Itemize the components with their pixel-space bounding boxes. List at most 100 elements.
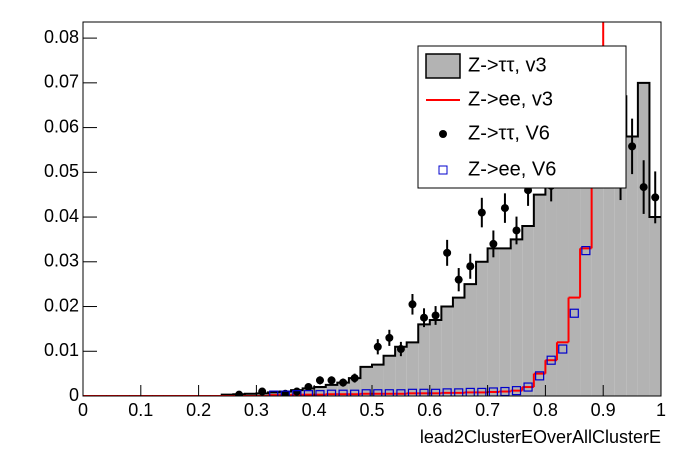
x-tick-label: 0.8 [533, 400, 558, 420]
data-point [477, 208, 486, 217]
histogram-bar [580, 149, 592, 396]
data-point [511, 386, 522, 396]
histogram-bar [591, 114, 604, 396]
x-tick-label: 0.2 [186, 400, 211, 420]
y-tick-label: 0 [69, 385, 79, 405]
histogram-bar [244, 393, 257, 396]
histogram-bar [614, 96, 627, 396]
data-point [373, 342, 382, 351]
legend-label: Z->ττ, v3 [468, 54, 547, 76]
data-point [477, 387, 487, 396]
histogram-bar [603, 100, 615, 396]
data-point [384, 389, 394, 396]
legend-label: Z->ee, v3 [468, 88, 553, 110]
data-point [569, 308, 579, 318]
y-tick-label: 0.03 [44, 251, 79, 271]
data-point [339, 378, 348, 387]
legend-swatch [438, 165, 448, 175]
histogram-bar [429, 319, 442, 396]
data-point [303, 390, 314, 396]
data-point [373, 389, 383, 396]
data-point [407, 388, 418, 396]
histogram-bar [360, 366, 372, 396]
x-tick-label: 0 [78, 400, 88, 420]
histogram-bar [441, 306, 453, 396]
data-point [489, 239, 498, 248]
data-point [466, 262, 475, 271]
data-point [327, 376, 336, 385]
data-point [338, 389, 348, 396]
histogram-bar [545, 172, 557, 396]
data-point [420, 313, 429, 322]
histogram-bar [452, 297, 465, 396]
data-point [454, 388, 464, 396]
histogram-bar [649, 217, 661, 396]
histogram-bar [637, 82, 650, 396]
data-point [523, 382, 533, 392]
data-point [535, 371, 545, 381]
data-point [304, 383, 313, 392]
legend-label: Z->ee, V6 [468, 158, 556, 180]
data-point [280, 390, 290, 396]
data-point [454, 275, 463, 284]
legend-label: Z->ττ, V6 [468, 122, 550, 144]
histogram-bar [487, 248, 500, 396]
data-point [628, 142, 637, 151]
data-point [500, 204, 509, 213]
y-tick-label: 0.07 [44, 72, 79, 92]
data-point [443, 248, 452, 257]
histogram-bar [383, 355, 396, 396]
y-tick-label: 0.08 [44, 27, 79, 47]
data-point [651, 193, 660, 202]
y-tick-label: 0.06 [44, 116, 79, 136]
data-point [385, 333, 394, 342]
x-tick-label: 0.1 [128, 400, 153, 420]
data-point [465, 387, 475, 396]
legend-swatch [425, 53, 461, 79]
histogram-bar [464, 284, 477, 396]
histogram-bar [314, 387, 326, 396]
legend: Z->ττ, v3 Z->ee, v3 Z->ττ, V6 Z->ee, V6 [417, 45, 627, 189]
data-point [396, 345, 405, 354]
x-tick-label: 0.3 [244, 400, 269, 420]
data-point [315, 390, 325, 396]
x-tick-label: 0.9 [591, 400, 616, 420]
x-tick-label: 0.7 [475, 400, 500, 420]
histogram-bar [406, 342, 419, 396]
y-tick-label: 0.01 [44, 340, 79, 360]
data-point [269, 390, 279, 396]
data-point [258, 387, 267, 396]
histogram-bar [337, 382, 349, 396]
y-tick-label: 0.02 [44, 295, 79, 315]
data-point [326, 389, 337, 396]
x-tick-label: 0.6 [417, 400, 442, 420]
histogram-bar [302, 388, 315, 396]
data-point [442, 388, 452, 396]
data-point [419, 388, 429, 396]
data-point [546, 355, 556, 365]
data-point [235, 390, 244, 396]
axes: 0 0.01 0.02 0.03 0.04 0.05 0.06 0.07 0.08 0 0.1 0.2… [44, 27, 666, 420]
histogram-bar [499, 248, 511, 396]
legend-swatch [439, 130, 447, 138]
histogram-bar [533, 194, 546, 396]
histogram-bar [510, 239, 523, 396]
x-tick-label: 0.4 [302, 400, 327, 420]
histogram-bar [395, 346, 407, 396]
x-tick-label: 0.5 [359, 400, 384, 420]
data-point [430, 388, 441, 396]
histogram-bar [476, 261, 488, 396]
data-point [512, 226, 521, 235]
data-point [408, 300, 417, 309]
data-point [361, 389, 371, 396]
data-point [558, 344, 568, 354]
histogram-bar [568, 172, 581, 396]
histogram-bar [348, 378, 361, 396]
histogram-bar [418, 324, 430, 396]
data-point [350, 374, 359, 383]
x-tick-label: 1 [656, 400, 666, 420]
histogram-bar [522, 226, 534, 396]
data-point [639, 183, 648, 192]
y-tick-label: 0.05 [44, 161, 79, 181]
